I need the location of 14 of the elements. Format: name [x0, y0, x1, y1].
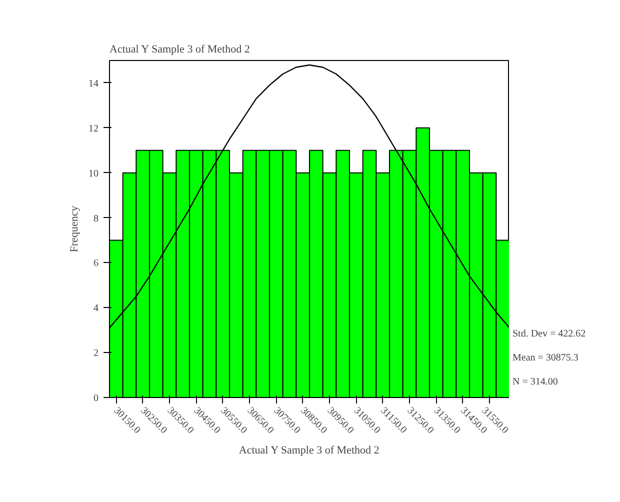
y-tick-label: 12	[88, 123, 98, 134]
y-tick-label: 0	[94, 393, 98, 404]
y-tick-label: 10	[88, 168, 98, 180]
y-tick-label: 14	[88, 78, 98, 90]
y-tick-label: 2	[94, 348, 98, 360]
text: N = 314.00	[512, 376, 558, 388]
x-axis-title: Actual Y Sample 3 of Method 2	[238, 444, 380, 456]
chart-title: Actual Y Sample 3 of Method 2	[110, 44, 250, 56]
text: Mean = 30875.3	[512, 352, 578, 364]
y-tick-label: 4	[94, 303, 98, 314]
y-tick-label: 8	[94, 213, 98, 224]
y-tick-label: 6	[94, 258, 98, 270]
text: Std. Dev = 422.62	[512, 328, 586, 340]
y-axis-title: Frequency	[68, 205, 80, 252]
